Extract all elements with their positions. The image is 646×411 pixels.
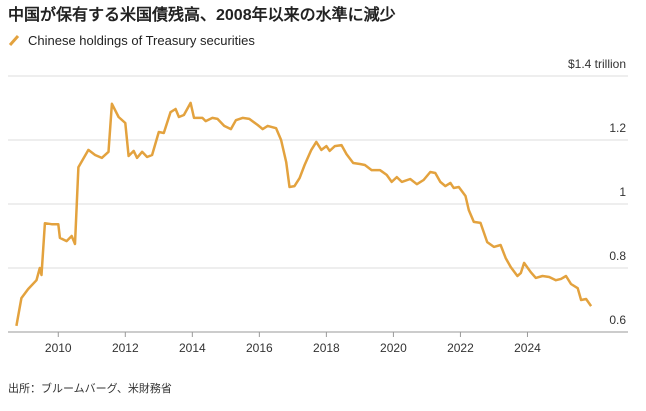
x-tick-label: 2012 [112,341,139,355]
y-tick-label: $1.4 trillion [568,57,626,71]
y-tick-label: 1.2 [609,121,626,135]
source: 出所：ブルームバーグ、米財務省 [8,381,172,395]
y-tick-label: 0.6 [609,313,626,327]
x-tick-label: 2022 [447,341,474,355]
x-tick-label: 2024 [514,341,541,355]
y-tick-label: 1 [619,185,626,199]
series-line [15,101,593,327]
y-tick-label: 0.8 [609,249,626,263]
x-tick-label: 2010 [45,341,72,355]
legend-swatch [8,35,20,46]
x-tick-label: 2020 [380,341,407,355]
x-tick-label: 2016 [246,341,273,355]
chart-title: 中国が保有する米国債残高、2008年以来の水準に減少 [8,5,396,24]
x-tick-label: 2018 [313,341,340,355]
legend-label: Chinese holdings of Treasury securities [28,33,255,48]
x-tick-label: 2014 [179,341,206,355]
